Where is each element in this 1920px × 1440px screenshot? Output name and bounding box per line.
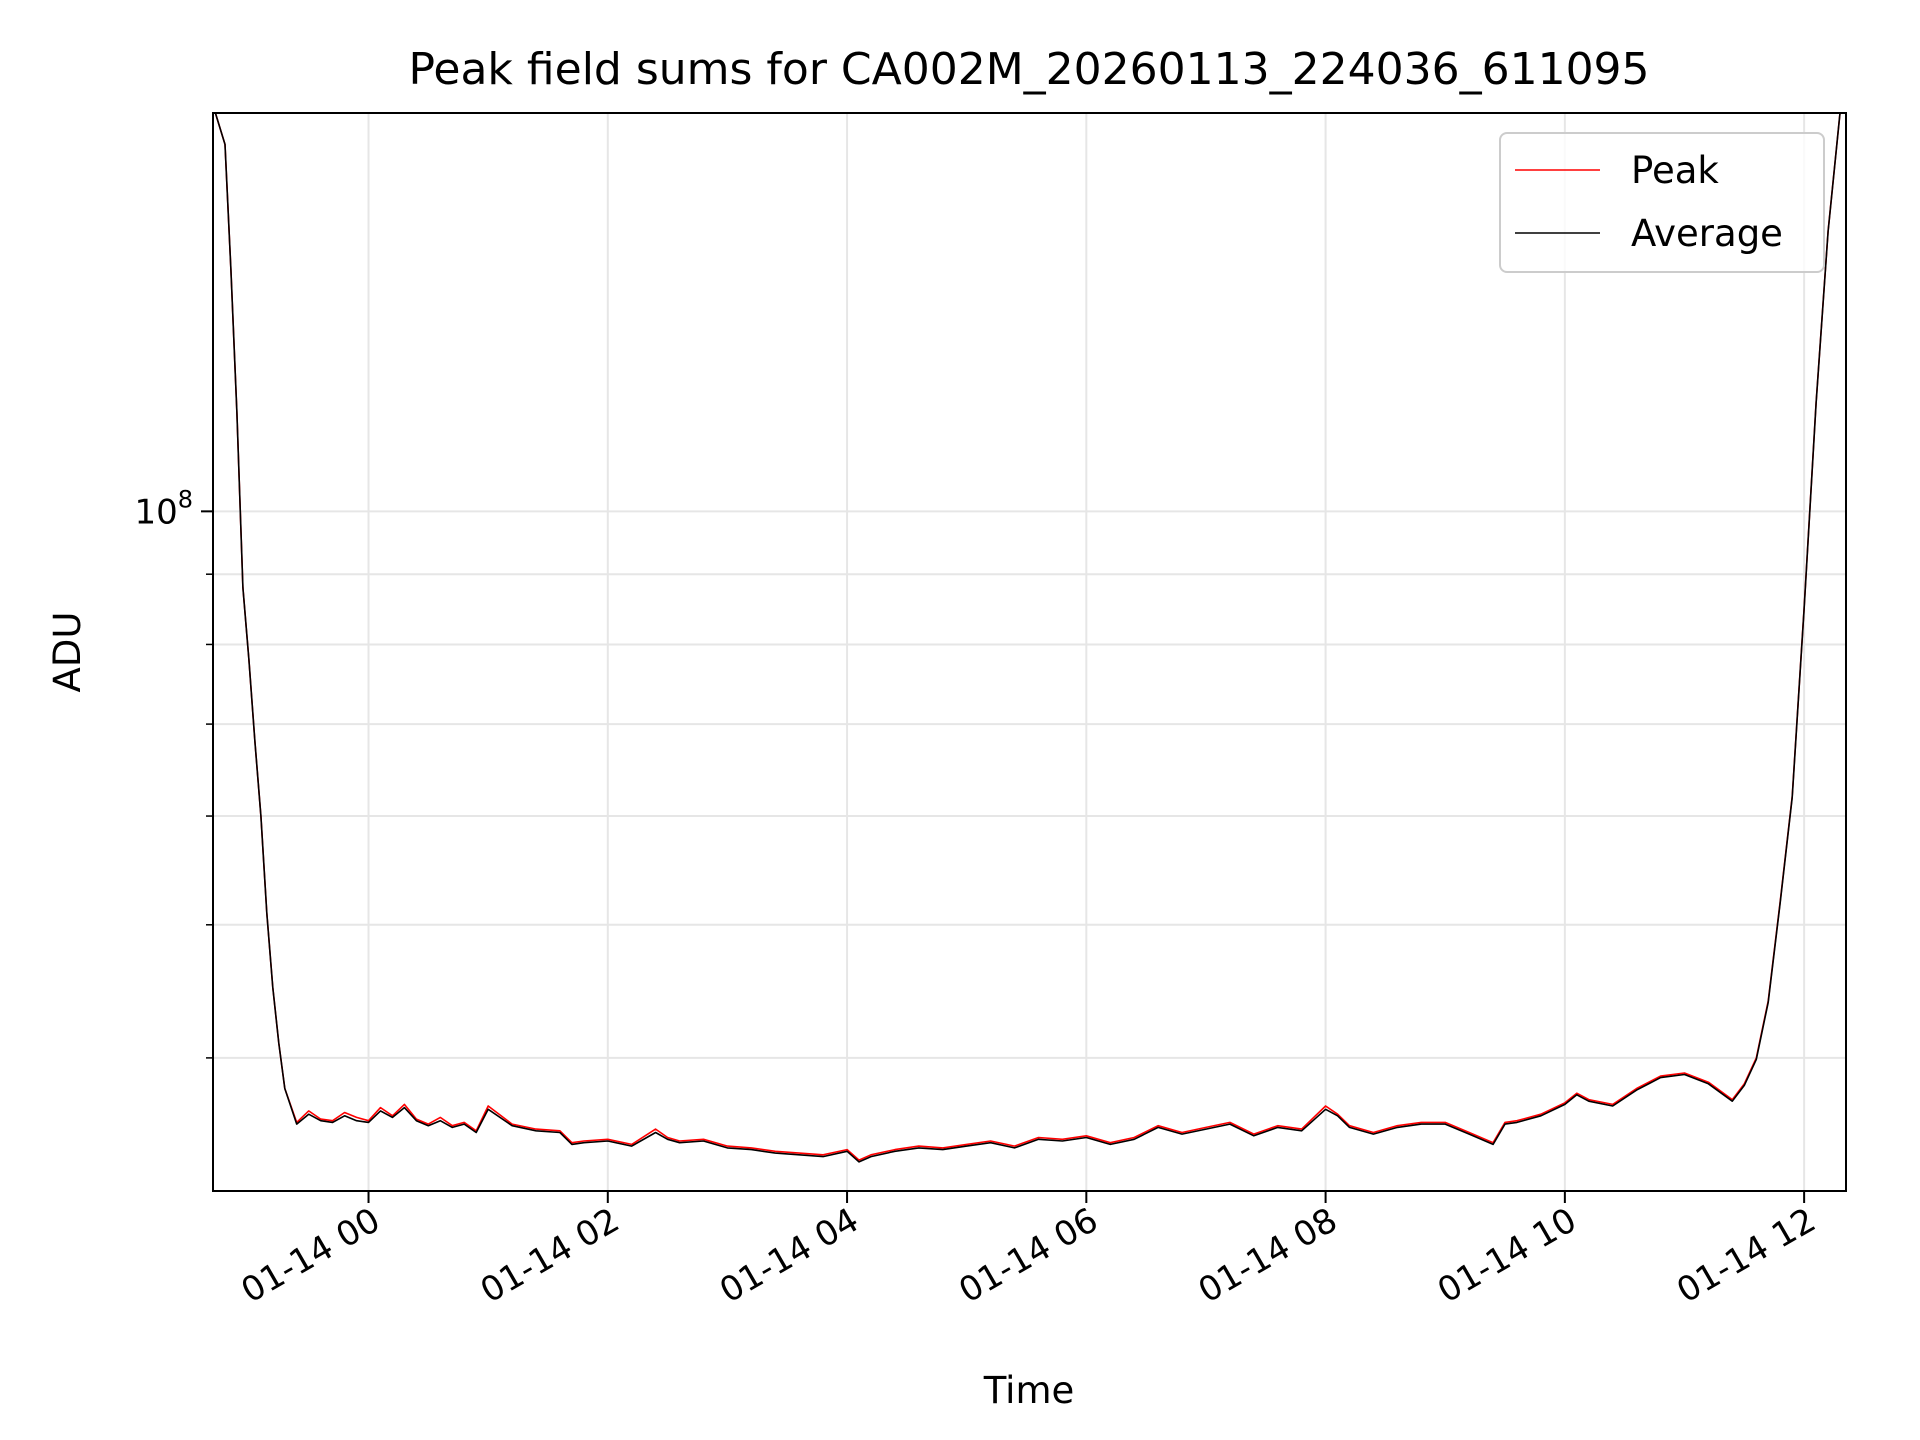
x-tick-label: 01-14 08	[1192, 1200, 1344, 1311]
legend-peak-label: Peak	[1631, 149, 1719, 192]
legend-average-label: Average	[1631, 212, 1783, 255]
x-tick-label: 01-14 06	[952, 1200, 1104, 1311]
x-tick-label: 01-14 02	[474, 1200, 626, 1311]
y-tick-label: 108	[134, 485, 193, 532]
x-tick-label: 01-14 12	[1670, 1200, 1822, 1311]
series-line-peak	[214, 113, 1841, 1161]
x-axis: 01-14 00 01-14 02 01-14 04 01-14 06 01-14 08…	[235, 1191, 1823, 1311]
series-line-average	[214, 113, 1841, 1163]
plot-frame	[212, 112, 1847, 1192]
y-axis: 108	[134, 485, 213, 1059]
x-tick-label: 01-14 10	[1431, 1200, 1583, 1311]
plot-area	[214, 113, 1841, 1163]
legend-box	[1499, 132, 1825, 273]
grid-lines	[213, 113, 1846, 1191]
y-axis-label: ADU	[46, 612, 89, 693]
legend: Peak Average	[1499, 132, 1825, 273]
x-tick-label: 01-14 00	[235, 1200, 387, 1311]
chart-title: Peak field sums for CA002M_20260113_2240…	[408, 44, 1649, 95]
x-tick-label: 01-14 04	[713, 1200, 865, 1311]
x-axis-label: Time	[983, 1369, 1075, 1412]
